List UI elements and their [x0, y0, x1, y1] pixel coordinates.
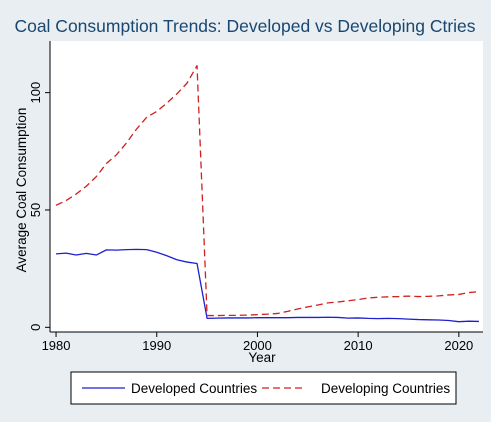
series-line-developing [55, 64, 480, 317]
x-tick-label: 2020 [444, 338, 473, 353]
x-tick-label: 1990 [142, 338, 171, 353]
x-tick-label: 2010 [344, 338, 373, 353]
series-layer [55, 64, 480, 323]
x-axis-title: Year [248, 350, 276, 365]
y-axis-title: Average Coal Consumption [14, 108, 29, 273]
legend: Developed Countries Developing Countries [70, 371, 457, 405]
x-axis-ticks: 1980 1990 2000 2010 2020 [42, 332, 473, 353]
y-tick-label: 0 [28, 324, 43, 331]
series-line-developed [55, 248, 479, 323]
x-tick-label: 1980 [42, 338, 71, 353]
y-tick-label: 100 [28, 82, 43, 104]
legend-label-developed: Developed Countries [131, 381, 257, 396]
y-tick-label: 50 [28, 203, 43, 217]
x-tick-label: 2000 [243, 338, 272, 353]
legend-label-developing: Developing Countries [321, 381, 450, 396]
chart-title: Coal Consumption Trends: Developed vs De… [14, 16, 475, 36]
y-axis-ticks: 0 50 100 [28, 82, 50, 331]
plot-area [50, 41, 483, 332]
